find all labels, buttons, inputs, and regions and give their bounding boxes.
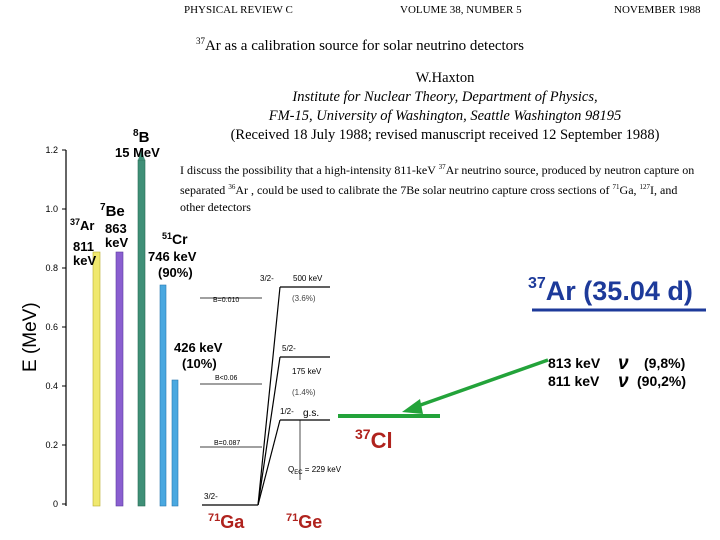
level-energy-gs: g.s. [303, 408, 319, 419]
level-jp-3: 1/2- [280, 407, 294, 416]
received-dates: (Received 18 July 1988; revised manuscri… [230, 127, 660, 143]
cl37-label: 37Cl [355, 426, 393, 453]
ar37-energy-1: 811 [73, 239, 94, 254]
y-tick-label: 0 [53, 499, 58, 509]
branch-percent-1: (3.6%) [292, 294, 316, 303]
y-tick-label: 1.2 [45, 145, 58, 155]
issue-date: NOVEMBER 1988 [614, 4, 701, 16]
abstract: I discuss the possibility that a high-in… [180, 163, 695, 214]
y-axis-ticks: 1.2 1.0 0.8 0.6 0.4 0.2 0 [45, 145, 66, 509]
decay-line-2-energy: 811 keV [548, 373, 600, 389]
bar-be7 [115, 251, 124, 507]
ar37-decay-title: 37Ar (35.04 d) [528, 275, 693, 306]
y-axis-label: E (MeV) [20, 302, 41, 372]
level-jp-4: 3/2- [204, 492, 218, 501]
b-value-3: B=0.087 [214, 440, 240, 447]
y-tick-label: 0.6 [45, 322, 58, 332]
title-mass-number: 37 [195, 36, 205, 46]
y-tick-label: 0.4 [45, 381, 58, 391]
title-text: Ar as a calibration source for solar neu… [204, 38, 525, 54]
decay-line-1-nu: ν [618, 353, 629, 374]
branch-percent-2: (1.4%) [292, 388, 316, 397]
ar37-energy-2: keV [73, 253, 96, 268]
bar-ar37 [92, 251, 101, 507]
level-scheme-lines [200, 286, 330, 506]
cr51-label: 51Cr [162, 231, 188, 247]
b8-label: 8B [133, 128, 150, 146]
level-jp-1: 3/2- [260, 274, 274, 283]
cr51-energy-1: 746 keV [148, 249, 197, 264]
decay-arrow-head [402, 399, 423, 414]
ar37-label: 37Ar [70, 217, 94, 233]
b-value-1: B=0.010 [213, 297, 239, 304]
bar-b8 [137, 159, 146, 507]
bar-b8-arrow [138, 150, 145, 160]
b-value-2: B<0.06 [215, 375, 237, 382]
bar-cr51-746 [159, 284, 167, 507]
decay-line-1-energy: 813 keV [548, 355, 601, 371]
decay-line-2-pct: (90,2%) [637, 373, 686, 389]
level-energy-175: 175 keV [292, 367, 322, 376]
cr51-low-energy-1: 426 keV [174, 340, 223, 355]
level-energy-500: 500 keV [293, 274, 323, 283]
decay-line-2-nu: ν [618, 371, 629, 392]
be7-label: 7Be [100, 202, 125, 220]
paper-title: 37Ar as a calibration source for solar n… [0, 36, 720, 55]
cr51-low-energy-2: (10%) [182, 356, 217, 371]
be7-energy-2: keV [105, 235, 128, 250]
journal-name: PHYSICAL REVIEW C [184, 4, 293, 16]
b8-energy: 15 MeV [115, 145, 160, 160]
affiliation-line-1: Institute for Nuclear Theory, Department… [292, 89, 598, 105]
decay-arrow-shaft [411, 358, 549, 410]
cr51-energy-2: (90%) [158, 265, 193, 280]
ge71-label: 71Ge [286, 512, 322, 532]
bar-cr51-426 [171, 379, 179, 507]
q-ec-value: QEC = 229 keV [288, 465, 342, 476]
volume-number: VOLUME 38, NUMBER 5 [400, 4, 522, 16]
y-tick-label: 0.2 [45, 440, 58, 450]
ga71-label: 71Ga [208, 512, 245, 532]
author: W.Haxton [415, 70, 475, 86]
y-tick-label: 1.0 [45, 204, 58, 214]
affiliation-line-2: FM-15, University of Washington, Seattle… [268, 108, 622, 124]
be7-energy-1: 863 [105, 221, 127, 236]
y-tick-label: 0.8 [45, 263, 58, 273]
level-jp-2: 5/2- [282, 344, 296, 353]
decay-line-1-pct: (9,8%) [644, 355, 685, 371]
